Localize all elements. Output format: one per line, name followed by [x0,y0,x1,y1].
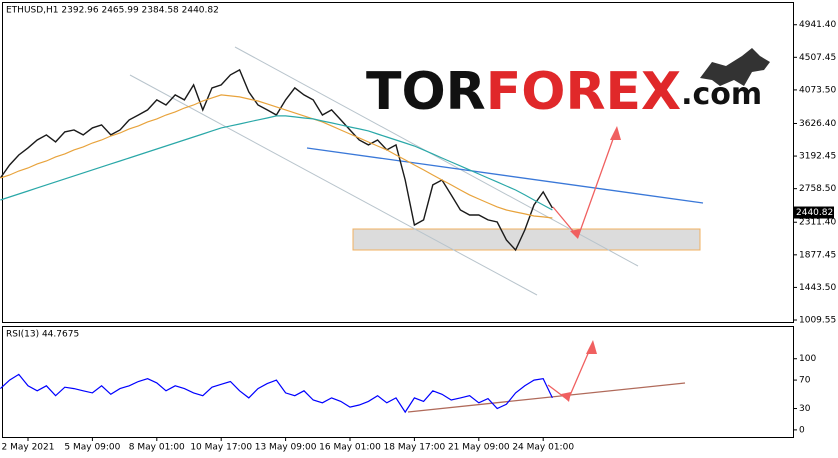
y-tick-label: 4941.40 [799,20,836,30]
x-tick-label: 21 May 09:00 [448,443,510,453]
arrow-head [586,340,597,354]
y-tick-label: 1877.45 [799,250,836,260]
last-price-box [794,206,834,219]
logo-part: FOREX [486,62,681,122]
arrow-head [561,392,571,402]
price-frame [2,2,794,323]
y-tick-label: 3626.40 [799,119,836,129]
chart-title: ETHUSD,H1 2392.96 2465.99 2384.58 2440.8… [6,6,219,16]
bull-icon [700,48,770,86]
y-tick-label: 0 [799,425,805,435]
logo-part: TOR [366,62,486,122]
y-tick-label: 3192.45 [799,152,836,162]
y-tick-label: 4507.45 [799,53,836,63]
y-tick-label: 100 [799,354,816,364]
arrow-head [570,229,580,239]
channel-line [129,74,538,296]
x-tick-label: 10 May 17:00 [190,443,252,453]
support-zone [352,228,701,251]
rsi-frame [2,326,794,438]
x-tick-label: 5 May 09:00 [64,443,120,453]
series-line [0,115,553,211]
x-tick-label: 16 May 01:00 [319,443,381,453]
y-tick-label: 70 [799,376,811,386]
trend-line [306,147,704,204]
x-tick-label: 24 May 01:00 [512,443,574,453]
x-tick-label: 13 May 09:00 [255,443,317,453]
rsi-title: RSI(13) 44.7675 [6,330,79,340]
x-tick-label: 8 May 01:00 [129,443,185,453]
y-tick-label: 1443.50 [799,283,836,293]
rsi-trend-line [407,382,686,413]
logo-text: TORFOREX.com [366,62,762,122]
channel-line [234,46,639,267]
series-line [0,373,553,414]
series-line [0,68,554,252]
y-tick-label: 30 [799,404,811,414]
series-line [0,94,553,219]
arrow-head [610,126,621,140]
x-tick-label: 2 May 2021 [2,443,55,453]
y-tick-label: 1009.55 [799,316,836,326]
last-price-label: 2440.82 [796,208,833,218]
x-tick-label: 18 May 17:00 [384,443,446,453]
y-tick-label: 4073.50 [799,85,836,95]
y-tick-label: 2311.40 [799,218,836,228]
y-tick-label: 2758.50 [799,184,836,194]
